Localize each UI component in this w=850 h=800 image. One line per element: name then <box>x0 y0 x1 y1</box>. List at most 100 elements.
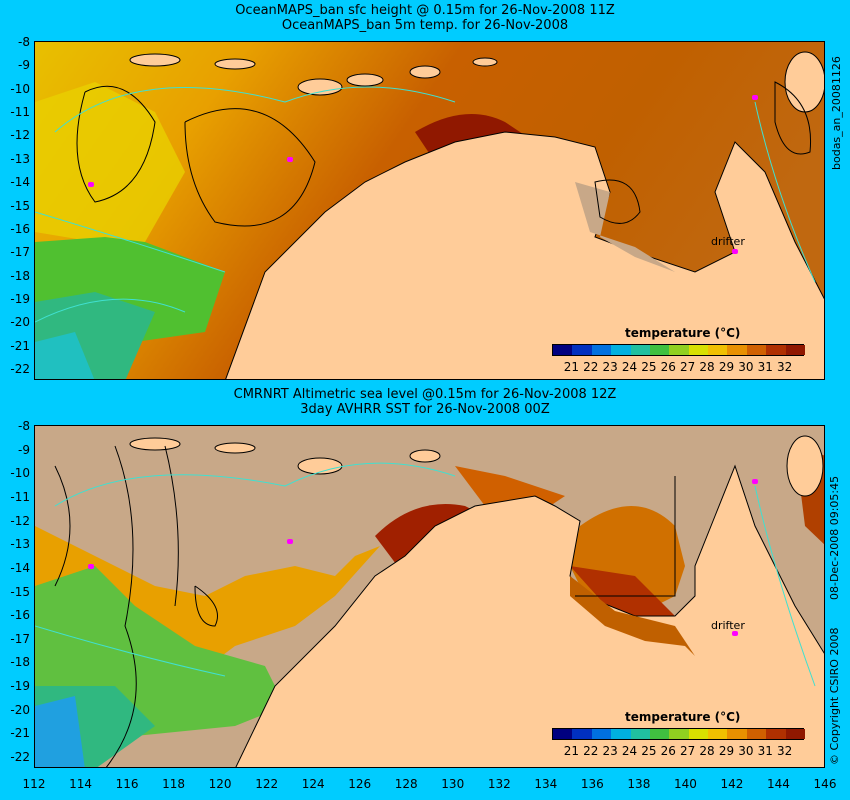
colorbar-tick-label: 26 <box>660 744 676 758</box>
legend-title: temperature (°C) <box>625 326 741 340</box>
panel1-title-line1: OceanMAPS_ban sfc height @ 0.15m for 26-… <box>235 3 615 18</box>
y-tick-label: -22 <box>10 362 30 376</box>
colorbar-tick-label: 31 <box>757 744 773 758</box>
y-tick-label: -13 <box>10 151 30 166</box>
model-run-label: bodas_an_20081126 <box>830 56 843 170</box>
colorbar-tick-label: 27 <box>680 744 696 758</box>
colorbar-swatch <box>727 345 748 355</box>
x-tick-label: 140 <box>673 777 697 791</box>
colorbar-tick-label: 22 <box>583 360 599 374</box>
colorbar-swatch <box>688 345 709 355</box>
colorbar-tick-label: 21 <box>563 744 580 758</box>
copyright-label: © Copyright CSIRO 2008 <box>828 627 841 765</box>
colorbar-swatch <box>591 345 612 355</box>
y-tick-label: -17 <box>10 631 30 646</box>
colorbar-tick-label: 27 <box>680 360 696 374</box>
x-tick-label: 120 <box>208 777 232 791</box>
colorbar <box>552 344 806 356</box>
x-tick-label: 114 <box>69 777 92 791</box>
drifter-marker <box>88 564 94 569</box>
y-tick-label: -14 <box>10 175 30 190</box>
y-tick-label: -19 <box>10 291 30 306</box>
x-tick-label: 138 <box>627 777 651 791</box>
colorbar-swatch <box>746 345 767 355</box>
y-tick-label: -16 <box>10 608 30 623</box>
x-tick-label: 130 <box>441 777 465 791</box>
colorbar-tick-label: 25 <box>641 744 657 758</box>
colorbar-tick-label: 28 <box>699 360 715 374</box>
colorbar-swatch <box>649 729 670 739</box>
generation-timestamp-label: 08-Dec-2008 09:05:45 <box>828 475 841 600</box>
y-tick-label: -18 <box>10 268 30 283</box>
drifter-marker <box>287 539 293 544</box>
legend-title: temperature (°C) <box>625 710 741 724</box>
drifter-marker <box>287 157 293 162</box>
x-tick-label: 116 <box>115 777 139 791</box>
y-tick-label: -17 <box>10 245 30 260</box>
drifter-marker <box>88 182 94 187</box>
colorbar-tick-label: 24 <box>621 744 638 758</box>
colorbar-tick-label: 24 <box>621 360 638 374</box>
x-tick-label: 128 <box>394 777 418 791</box>
colorbar-swatch <box>630 345 651 355</box>
colorbar-swatch <box>611 345 632 355</box>
panel2-title-line2: 3day AVHRR SST for 26-Nov-2008 00Z <box>300 402 550 417</box>
y-tick-label: -21 <box>10 726 30 741</box>
colorbar-tick-label: 22 <box>583 744 599 758</box>
y-tick-label: -14 <box>10 560 30 575</box>
y-tick-label: -8 <box>18 419 30 433</box>
colorbar-swatch <box>572 729 593 739</box>
colorbar-tick-label: 21 <box>563 360 580 374</box>
y-tick-label: -21 <box>10 338 30 353</box>
y-tick-label: -11 <box>10 489 30 504</box>
x-tick-label: 144 <box>767 777 790 791</box>
colorbar-tick-label: 26 <box>660 360 676 374</box>
colorbar-swatch <box>688 729 709 739</box>
x-tick-label: 124 <box>301 777 325 791</box>
colorbar-swatch <box>669 729 690 739</box>
colorbar-swatch <box>669 345 690 355</box>
y-tick-label: -15 <box>10 198 30 213</box>
map-panel-observed: drifter temperature (°C) 21 22 23 24 25 26 27 2… <box>34 425 825 768</box>
colorbar-tick-label: 23 <box>602 744 618 758</box>
y-tick-label: -8 <box>18 35 30 49</box>
colorbar-swatch <box>553 729 573 739</box>
colorbar-tick-label: 31 <box>757 360 773 374</box>
colorbar-swatch <box>727 729 748 739</box>
x-tick-label: 126 <box>348 777 372 791</box>
colorbar-swatch <box>785 345 806 355</box>
drifter-marker <box>752 95 758 100</box>
y-tick-label: -10 <box>10 466 30 481</box>
y-tick-label: -10 <box>10 81 30 96</box>
x-tick-label: 122 <box>255 777 279 791</box>
model-temperature-map <box>35 42 824 379</box>
y-tick-label: -22 <box>10 750 30 764</box>
map-panel-model: drifter temperature (°C) 21 22 23 24 25 26 27 2… <box>34 41 825 380</box>
colorbar-swatch <box>708 729 728 739</box>
y-tick-label: -9 <box>18 58 30 73</box>
colorbar-tick-label: 32 <box>776 744 793 758</box>
colorbar <box>552 728 806 740</box>
y-tick-label: -13 <box>10 537 30 552</box>
y-tick-label: -20 <box>10 315 30 330</box>
x-tick-label: 142 <box>720 777 744 791</box>
colorbar-tick-label: 23 <box>602 360 618 374</box>
colorbar-swatch <box>766 345 787 355</box>
colorbar-swatch <box>591 729 612 739</box>
observed-sst-map <box>35 426 824 767</box>
colorbar-swatch <box>746 729 767 739</box>
x-tick-label: 146 <box>813 777 837 791</box>
drifter-label: drifter <box>711 235 745 248</box>
x-tick-label: 118 <box>162 777 186 791</box>
y-tick-label: -20 <box>10 702 30 717</box>
y-tick-label: -11 <box>10 105 30 120</box>
x-tick-label: 134 <box>534 777 558 791</box>
y-tick-label: -16 <box>10 221 30 236</box>
panel1-title-line2: OceanMAPS_ban 5m temp. for 26-Nov-2008 <box>281 18 569 33</box>
drifter-label: drifter <box>711 619 745 632</box>
colorbar-swatch <box>572 345 593 355</box>
colorbar-swatch <box>766 729 787 739</box>
colorbar-tick-label: 25 <box>641 360 657 374</box>
x-tick-label: 136 <box>580 777 604 791</box>
colorbar-swatch <box>785 729 806 739</box>
